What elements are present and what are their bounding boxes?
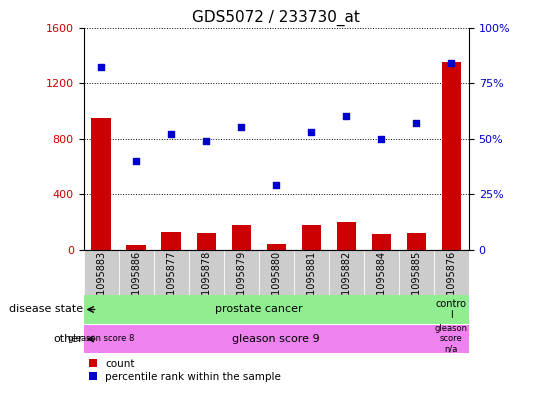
Point [97, 64, 106, 71]
Bar [434, 325, 469, 353]
Text: GSM1095878: GSM1095878 [201, 251, 211, 316]
Text: GSM1095882: GSM1095882 [341, 251, 351, 316]
Text: disease state: disease state [9, 305, 83, 314]
Bar [127, 245, 146, 250]
Text: gleason score 8: gleason score 8 [68, 334, 134, 343]
Bar [302, 225, 321, 250]
Bar [267, 244, 286, 250]
Point [237, 124, 246, 130]
Point [272, 182, 281, 188]
Point [202, 138, 211, 144]
Point [342, 113, 351, 119]
Text: contro
l: contro l [436, 299, 467, 320]
Text: GSM1095883: GSM1095883 [96, 251, 106, 316]
Bar [294, 250, 329, 295]
Bar [407, 233, 426, 250]
Text: other: other [53, 334, 83, 344]
Text: GSM1095876: GSM1095876 [446, 251, 457, 316]
Bar [119, 250, 154, 295]
Bar [162, 231, 181, 250]
Text: GSM1095877: GSM1095877 [166, 251, 176, 316]
Title: GDS5072 / 233730_at: GDS5072 / 233730_at [192, 10, 360, 26]
Bar [259, 250, 294, 295]
Bar [154, 250, 189, 295]
Bar [364, 250, 399, 295]
Bar [224, 250, 259, 295]
Point [412, 120, 421, 126]
Bar [372, 234, 391, 250]
Bar [92, 118, 110, 250]
Text: GSM1095886: GSM1095886 [131, 251, 141, 316]
Point [132, 158, 140, 164]
Text: gleason
score
n/a: gleason score n/a [435, 324, 468, 354]
Text: GSM1095884: GSM1095884 [376, 251, 386, 316]
Bar [84, 325, 119, 353]
Point [307, 129, 316, 135]
Text: GSM1095881: GSM1095881 [306, 251, 316, 316]
Bar [232, 225, 251, 250]
Bar [442, 62, 461, 250]
Point [377, 135, 386, 141]
Bar [84, 250, 119, 295]
Bar [197, 233, 216, 250]
Legend: count, percentile rank within the sample: count, percentile rank within the sample [89, 359, 281, 382]
Bar [329, 250, 364, 295]
Bar [434, 296, 469, 324]
Text: prostate cancer: prostate cancer [215, 305, 302, 314]
Point [167, 131, 176, 137]
Bar [189, 250, 224, 295]
Text: GSM1095880: GSM1095880 [271, 251, 281, 316]
Bar [434, 250, 469, 295]
Bar [337, 222, 356, 250]
Bar [119, 325, 434, 353]
Point [447, 60, 456, 66]
Text: gleason score 9: gleason score 9 [232, 334, 320, 344]
Text: GSM1095879: GSM1095879 [236, 251, 246, 316]
Text: GSM1095885: GSM1095885 [411, 251, 421, 316]
Bar [399, 250, 434, 295]
